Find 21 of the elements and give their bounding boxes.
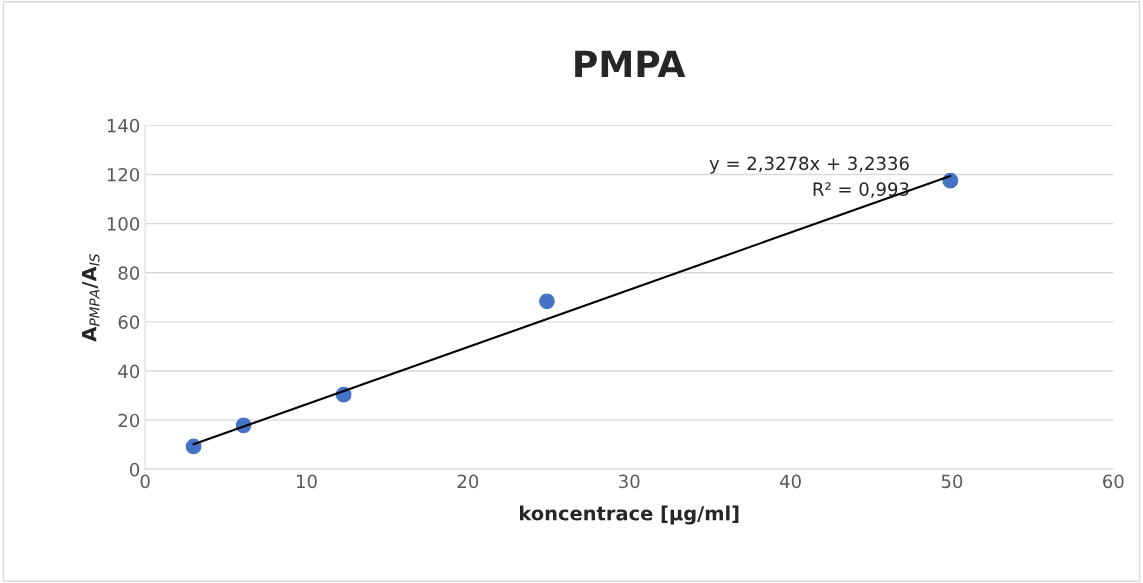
x-tick-label: 50 bbox=[941, 474, 963, 489]
y-tick-label: 120 bbox=[107, 167, 140, 182]
x-axis-title: koncentrace [µg/ml] bbox=[520, 505, 739, 525]
x-tick-label: 20 bbox=[457, 474, 479, 489]
y-axis-title: A$_{PMPA}$/A$_{IS}$ bbox=[82, 253, 100, 342]
x-tick-label: 60 bbox=[1103, 474, 1124, 489]
y-tick-label: 20 bbox=[118, 413, 140, 428]
x-tick-label: 40 bbox=[779, 474, 801, 489]
x-tick-label: 10 bbox=[297, 474, 317, 489]
y-tick-label: 80 bbox=[118, 266, 140, 280]
y-tick-label: 40 bbox=[118, 364, 140, 379]
x-tick-label: 0 bbox=[140, 474, 150, 489]
annotation: R² = 0,993 bbox=[813, 182, 909, 198]
chart-title: PMPA bbox=[575, 50, 686, 78]
y-tick-label: 100 bbox=[107, 217, 140, 231]
annotation: y = 2,3278x + 3,2336 bbox=[709, 156, 909, 174]
x-tick-label: 30 bbox=[619, 474, 640, 489]
y-tick-label: 140 bbox=[107, 118, 140, 133]
point bbox=[539, 293, 555, 310]
y-tick-label: 60 bbox=[118, 315, 140, 330]
y-tick-label: 0 bbox=[130, 462, 140, 477]
